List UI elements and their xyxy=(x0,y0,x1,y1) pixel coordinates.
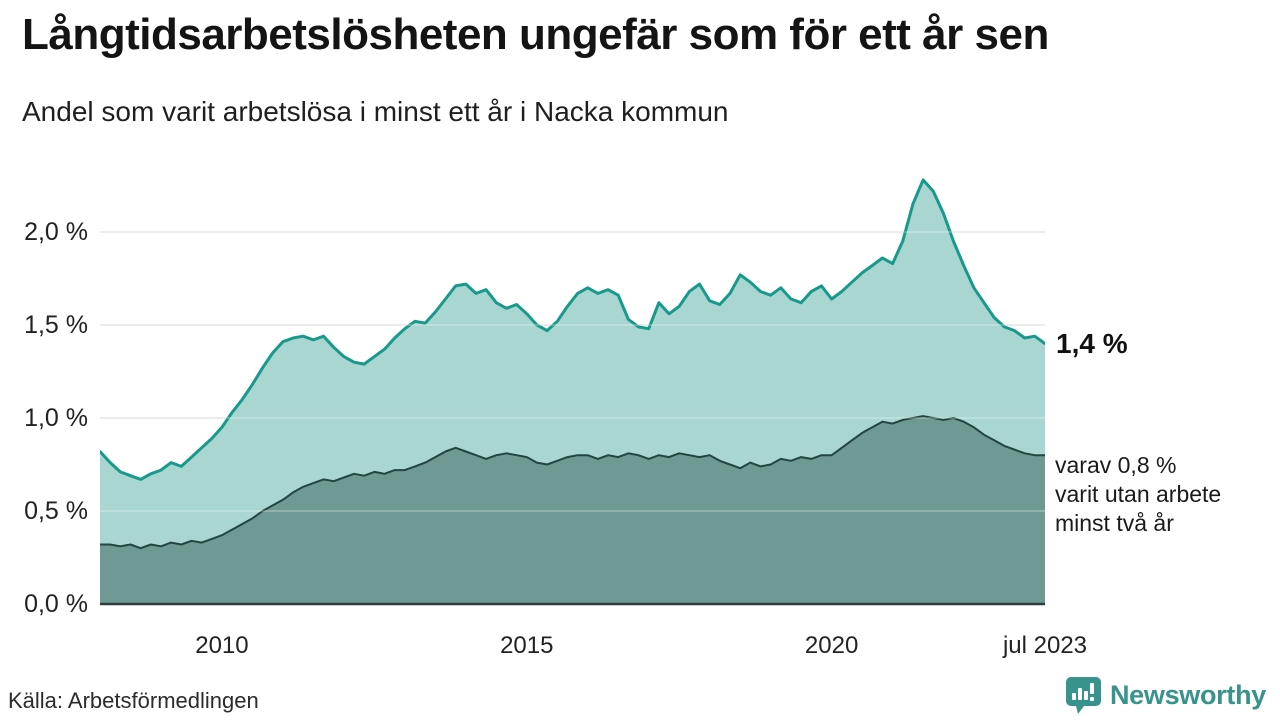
sub-series-label-line: varit utan arbete xyxy=(1055,481,1222,508)
chart-title: Långtidsarbetslösheten ungefär som för e… xyxy=(22,10,1049,59)
x-tick-label: 2015 xyxy=(500,632,554,659)
newsworthy-wordmark: Newsworthy xyxy=(1109,679,1266,710)
y-tick-label: 0,5 % xyxy=(24,497,88,525)
sub-series-label-line: minst två år xyxy=(1055,510,1174,537)
y-tick-label: 0,0 % xyxy=(24,590,88,618)
x-tick-label: jul 2023 xyxy=(1002,632,1088,659)
series-line-0 xyxy=(100,178,1045,481)
series-fill-1 xyxy=(100,416,1045,604)
sub-series-label-line: varav 0,8 % xyxy=(1055,452,1177,479)
chart-subtitle: Andel som varit arbetslösa i minst ett å… xyxy=(22,96,729,127)
newsworthy-logo: Newsworthy xyxy=(1065,676,1266,714)
y-tick-label: 1,0 % xyxy=(24,404,88,432)
end-value-label: 1,4 % xyxy=(1056,327,1128,359)
source-note: Källa: Arbetsförmedlingen xyxy=(8,688,259,713)
x-tick-label: 2020 xyxy=(804,632,859,659)
plot-area xyxy=(100,178,1045,606)
series-line-1 xyxy=(100,415,1045,550)
sub-series-label: varav 0,8 % varit utan arbete minst två år xyxy=(1055,451,1221,538)
x-tick-label: 2010 xyxy=(195,632,249,659)
y-tick-label: 2,0 % xyxy=(24,218,88,246)
y-tick-label: 1,5 % xyxy=(24,311,88,339)
newsworthy-logo-icon xyxy=(1065,677,1101,714)
